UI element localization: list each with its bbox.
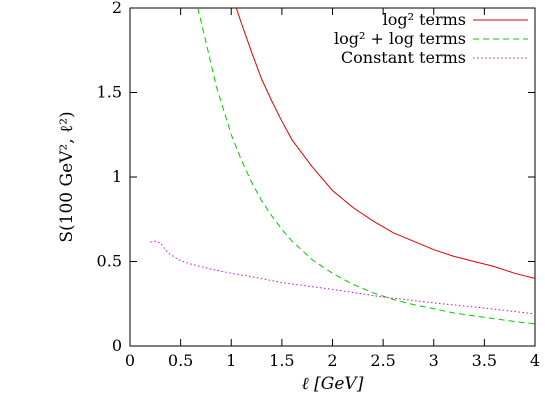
x-axis-label: ℓ [GeV] — [302, 374, 364, 394]
plot-frame — [129, 7, 536, 347]
x-tick-label: 1.5 — [269, 351, 294, 370]
legend-label-1: log² + log terms — [334, 29, 466, 48]
legend-label-0: log² terms — [383, 10, 466, 29]
y-tick-label: 1.5 — [97, 83, 122, 102]
x-tick-label: 0.5 — [168, 351, 193, 370]
x-tick-label: 2 — [327, 351, 337, 370]
series-line-0 — [235, 8, 535, 279]
x-tick-label: 2.5 — [370, 351, 395, 370]
series-line-1 — [197, 8, 535, 325]
y-tick-label: 1 — [112, 167, 122, 186]
legend-label-2: Constant terms — [341, 48, 466, 67]
x-tick-label: 0 — [125, 351, 135, 370]
x-tick-label: 1 — [226, 351, 236, 370]
ticks-layer: 0 0.5 1 1.5 2 2.5 3 3.5 4 0 0.5 1 1.5 2 — [97, 0, 541, 370]
y-axis-label: S(100 GeV², ℓ²) — [57, 111, 77, 242]
x-tick-label: 3 — [429, 351, 439, 370]
x-tick-label: 3.5 — [472, 351, 497, 370]
y-tick-label: 0.5 — [97, 252, 122, 271]
series-layer — [150, 8, 535, 325]
y-tick-label: 0 — [112, 336, 122, 355]
y-tick-label: 2 — [112, 0, 122, 17]
x-tick-label: 4 — [530, 351, 540, 370]
series-line-2 — [150, 240, 535, 315]
